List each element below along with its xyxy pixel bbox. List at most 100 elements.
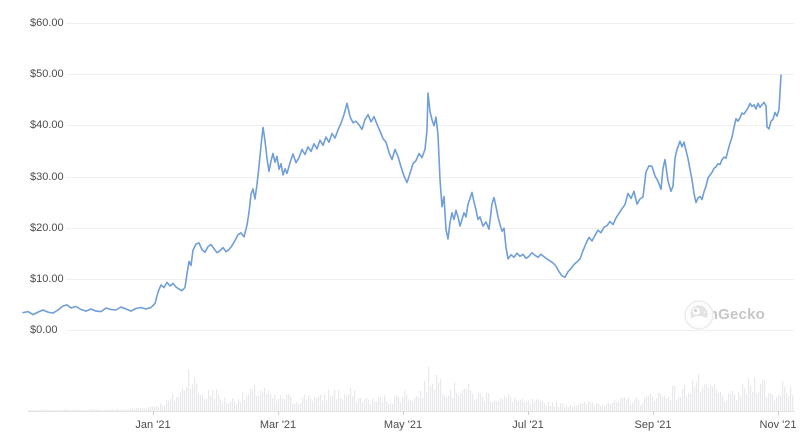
volume-bar — [392, 404, 394, 411]
volume-bar — [300, 403, 302, 411]
volume-bar — [208, 390, 210, 411]
volume-bar — [670, 400, 672, 411]
volume-bar — [522, 398, 524, 411]
volume-bar — [136, 407, 138, 411]
volume-bar — [140, 408, 142, 411]
volume-bar — [444, 395, 446, 411]
volume-bar — [664, 395, 666, 411]
volume-bar — [528, 400, 530, 411]
x-axis-tick — [778, 411, 779, 415]
volume-bar — [692, 380, 694, 411]
volume-bar — [712, 386, 714, 411]
volume-bar — [112, 409, 114, 411]
volume-bar — [240, 402, 242, 411]
volume-bar — [310, 398, 312, 411]
volume-bar — [180, 392, 182, 411]
volume-bar — [486, 392, 488, 411]
volume-bar — [608, 403, 610, 411]
volume-bar — [762, 379, 764, 411]
volume-bar — [316, 397, 318, 411]
volume-bar — [764, 381, 766, 411]
volume-bar — [326, 400, 328, 411]
volume-bar — [542, 401, 544, 411]
volume-bar — [734, 394, 736, 411]
volume-bar — [352, 396, 354, 411]
volume-bar — [498, 401, 500, 411]
volume-bar — [780, 395, 782, 411]
volume-bar — [266, 394, 268, 411]
volume-bar — [152, 406, 154, 411]
volume-bar — [460, 393, 462, 411]
volume-bar — [420, 391, 422, 411]
volume-bar — [320, 394, 322, 411]
volume-bar — [130, 408, 132, 411]
volume-bar — [372, 398, 374, 411]
volume-bar — [696, 382, 698, 411]
x-axis-tick — [528, 411, 529, 415]
volume-bar — [546, 406, 548, 411]
volume-bar — [88, 409, 90, 411]
volume-bar — [610, 403, 612, 411]
volume-bar — [758, 392, 760, 411]
y-axis-label: $30.00 — [30, 170, 64, 183]
volume-bar — [252, 389, 254, 411]
volume-bar — [384, 395, 386, 411]
volume-bar — [268, 390, 270, 411]
volume-bar — [748, 378, 750, 411]
volume-bar — [358, 397, 360, 411]
volume-bar — [148, 406, 150, 411]
volume-bar — [676, 399, 678, 411]
volume-bar — [720, 391, 722, 411]
volume-bar — [60, 410, 62, 411]
volume-bar — [244, 399, 246, 411]
volume-bar — [214, 399, 216, 411]
volume-bar — [452, 397, 454, 411]
y-axis-label: $40.00 — [30, 119, 64, 132]
volume-bar — [314, 397, 316, 411]
volume-bar — [698, 374, 700, 411]
volume-bar — [456, 393, 458, 411]
volume-bar — [410, 399, 412, 411]
volume-bar — [642, 403, 644, 411]
volume-bar — [354, 390, 356, 411]
volume-bar — [380, 396, 382, 411]
volume-bar — [474, 399, 476, 411]
volume-bar — [570, 404, 572, 411]
volume-bar — [416, 395, 418, 411]
volume-bar — [502, 399, 504, 411]
volume-bar — [228, 403, 230, 411]
volume-bar — [494, 400, 496, 411]
volume-bar — [422, 397, 424, 411]
y-gridline — [66, 176, 794, 178]
volume-bar — [576, 405, 578, 411]
volume-bar — [622, 397, 624, 411]
x-axis-line — [28, 411, 795, 412]
volume-bar — [172, 394, 174, 411]
volume-bar — [582, 403, 584, 411]
volume-bar — [54, 410, 56, 411]
y-gridline — [66, 227, 794, 229]
volume-bar — [382, 402, 384, 411]
volume-bar — [630, 403, 632, 411]
volume-bar — [578, 404, 580, 411]
volume-bar — [42, 409, 44, 411]
volume-bar — [84, 410, 86, 411]
volume-bar — [674, 386, 676, 411]
volume-bar — [434, 389, 436, 411]
volume-bar — [332, 395, 334, 411]
volume-bar — [594, 405, 596, 411]
volume-bar — [196, 383, 198, 411]
volume-bar — [540, 400, 542, 411]
volume-bar — [426, 392, 428, 411]
volume-bar — [424, 380, 426, 411]
volume-bar — [256, 395, 258, 411]
volume-bar — [294, 403, 296, 411]
volume-bar — [544, 403, 546, 411]
volume-bar — [264, 388, 266, 411]
volume-bar — [556, 401, 558, 411]
x-axis-label: Jan '21 — [135, 419, 171, 431]
volume-bar — [742, 383, 744, 411]
volume-bar — [276, 400, 278, 411]
